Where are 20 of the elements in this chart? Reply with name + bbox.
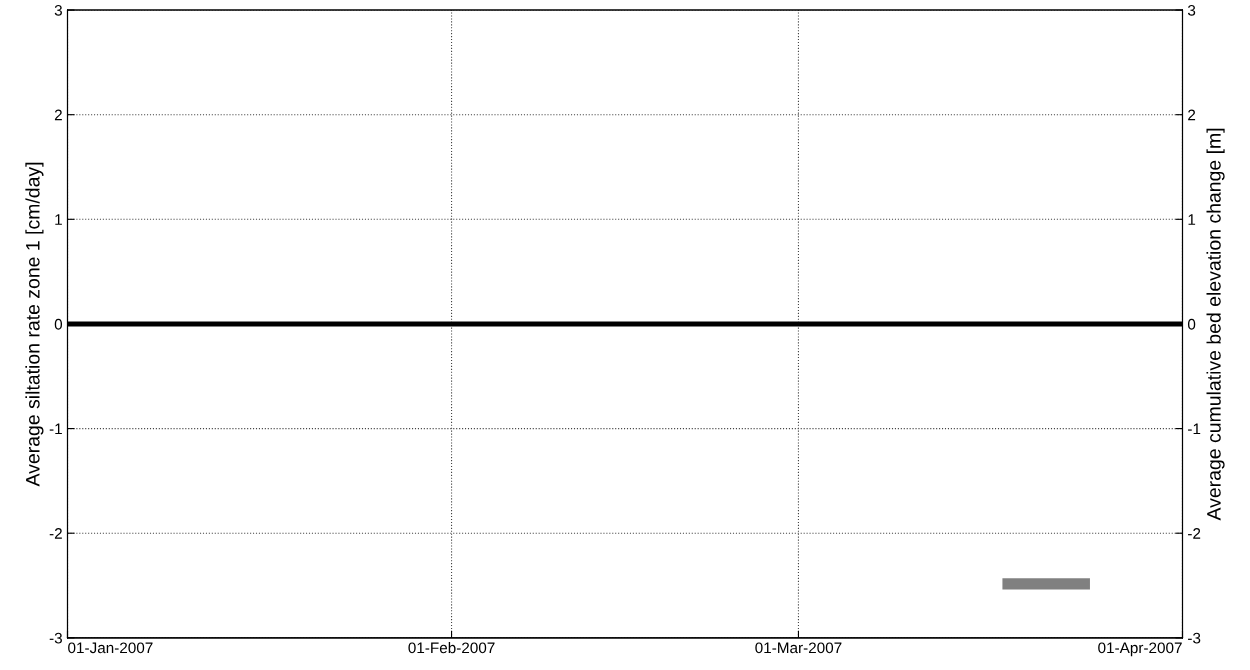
y-axis-title: Average siltation rate zone 1 [cm/day]: [25, 162, 44, 487]
y-tick-label: 2: [54, 109, 62, 121]
y2-tick-label: 3: [1187, 4, 1196, 16]
y2-tick-label: 2: [1188, 109, 1196, 121]
y-tick-label: -2: [49, 528, 62, 539]
x-tick-label: 01-Apr-2007: [1098, 642, 1182, 657]
y-tick-label: 0: [54, 318, 63, 330]
x-tick-label: 01-Mar-2007: [755, 642, 842, 654]
y2-tick-label: -3: [1188, 632, 1201, 644]
y-tick-label: -3: [49, 632, 62, 644]
y2-tick-label: -1: [1188, 423, 1201, 435]
y-tick-label: 1: [55, 214, 62, 225]
y2-tick-label: -2: [1188, 528, 1201, 539]
y2-axis-title: Average cumulative bed elevation change [m]: [1206, 128, 1225, 521]
x-tick-label: 01-Feb-2007: [408, 642, 495, 654]
y-tick-label: 3: [54, 4, 62, 16]
y2-tick-label: 0: [1187, 318, 1196, 330]
x-tick-label: 01-Jan-2007: [68, 642, 153, 654]
y2-tick-label: 1: [1188, 214, 1196, 225]
y-tick-label: -1: [49, 423, 62, 435]
